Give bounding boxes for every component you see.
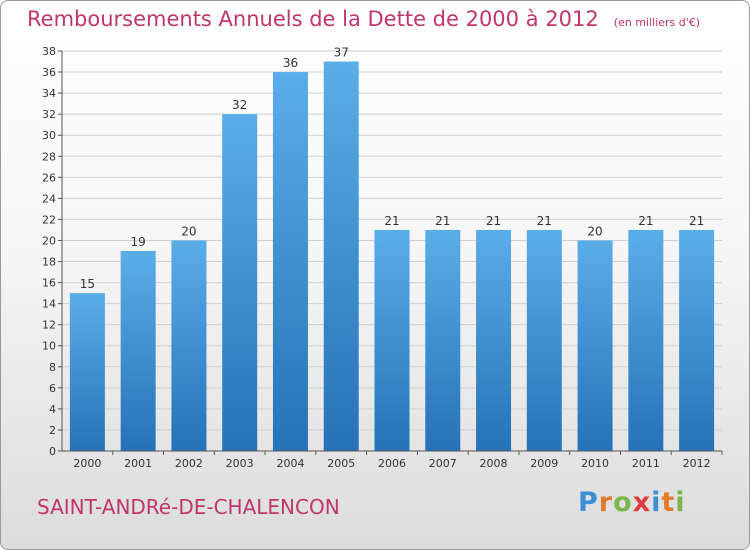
data-label-2010: 20	[587, 224, 602, 238]
y-tick-label: 4	[49, 403, 56, 416]
y-tick-label: 16	[42, 277, 56, 290]
y-tick-label: 34	[42, 87, 56, 100]
x-tick-label: 2007	[429, 457, 457, 470]
labels: 0246810121416182022242628303234363815200…	[42, 45, 711, 470]
x-tick-label: 2004	[276, 457, 304, 470]
x-tick-label: 2005	[327, 457, 355, 470]
bar-2000	[69, 293, 105, 451]
data-label-2006: 21	[384, 214, 399, 228]
commune-name: SAINT-ANDRé-DE-CHALENCON	[37, 495, 340, 519]
y-tick-label: 10	[42, 340, 56, 353]
proxiti-logo: Proxiti	[578, 487, 686, 518]
y-tick-label: 0	[49, 445, 56, 458]
data-label-2011: 21	[638, 214, 653, 228]
x-tick-label: 2003	[226, 457, 254, 470]
y-tick-label: 30	[42, 129, 56, 142]
bar-2010	[577, 240, 613, 451]
data-label-2009: 21	[537, 214, 552, 228]
y-tick-label: 38	[42, 45, 56, 58]
y-tick-label: 2	[49, 424, 56, 437]
data-label-2005: 37	[334, 46, 349, 60]
x-tick-label: 2001	[124, 457, 152, 470]
y-tick-label: 12	[42, 319, 56, 332]
y-tick-label: 28	[42, 150, 56, 163]
bar-2002	[171, 240, 207, 451]
chart-subtitle: (en milliers d'€)	[613, 16, 701, 29]
data-label-2002: 20	[181, 224, 196, 238]
data-label-2000: 15	[80, 277, 95, 291]
axes	[58, 50, 723, 455]
data-label-2004: 36	[283, 56, 298, 70]
y-tick-label: 32	[42, 108, 56, 121]
bars	[69, 61, 715, 452]
bar-2012	[679, 229, 715, 451]
chart-title: Remboursements Annuels de la Dette de 20…	[27, 7, 599, 31]
x-tick-label: 2010	[581, 457, 609, 470]
bar-2006	[374, 229, 410, 451]
x-tick-label: 2008	[480, 457, 508, 470]
x-tick-label: 2012	[683, 457, 711, 470]
bar-2004	[272, 72, 308, 451]
y-tick-label: 20	[42, 234, 56, 247]
x-tick-label: 2002	[175, 457, 203, 470]
y-tick-label: 26	[42, 171, 56, 184]
x-tick-label: 2000	[73, 457, 101, 470]
y-tick-label: 18	[42, 256, 56, 269]
bar-2009	[526, 229, 562, 451]
data-label-2001: 19	[131, 235, 146, 249]
y-tick-label: 8	[49, 361, 56, 374]
data-label-2008: 21	[486, 214, 501, 228]
x-tick-label: 2009	[530, 457, 558, 470]
x-tick-label: 2006	[378, 457, 406, 470]
y-tick-label: 6	[49, 382, 56, 395]
bar-2011	[628, 229, 664, 451]
data-label-2003: 32	[232, 98, 247, 112]
y-tick-label: 36	[42, 66, 56, 79]
title-row: Remboursements Annuels de la Dette de 20…	[27, 7, 700, 31]
x-tick-label: 2011	[632, 457, 660, 470]
y-tick-label: 22	[42, 213, 56, 226]
bar-2007	[425, 229, 461, 451]
bar-2005	[323, 61, 359, 452]
bar-2001	[120, 251, 156, 451]
y-tick-label: 14	[42, 298, 56, 311]
bar-2003	[222, 114, 258, 451]
data-label-2007: 21	[435, 214, 450, 228]
data-label-2012: 21	[689, 214, 704, 228]
y-tick-label: 24	[42, 192, 56, 205]
bar-2008	[476, 229, 512, 451]
